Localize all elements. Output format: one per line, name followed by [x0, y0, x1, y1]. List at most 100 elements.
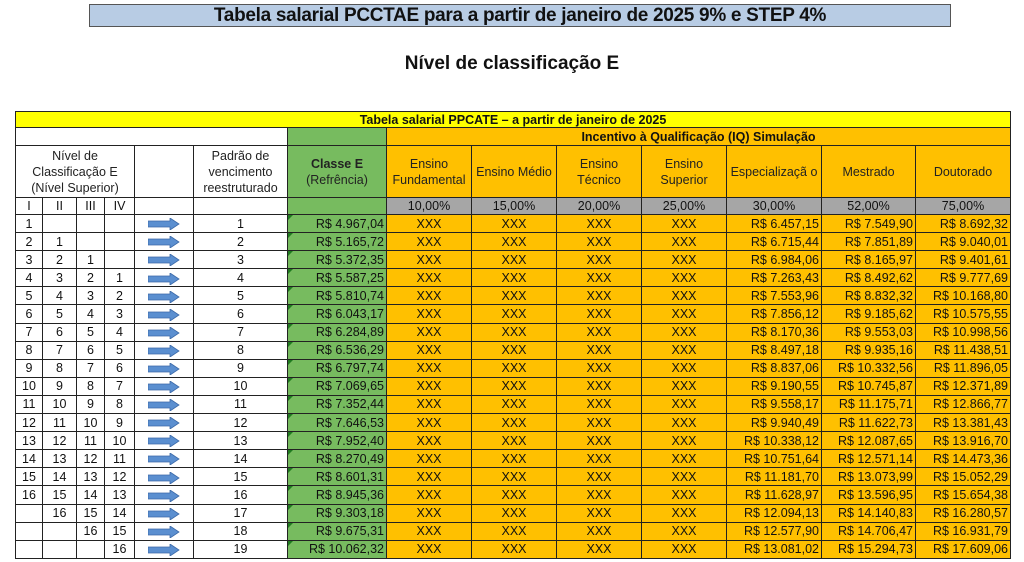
nivel-i: 16 — [15, 485, 43, 505]
arrow-cell — [134, 358, 194, 378]
nivel-iii: 16 — [76, 521, 105, 541]
iq-superior-value: XXX — [641, 413, 727, 433]
nivel-ii: 13 — [42, 449, 77, 469]
iq-medio-value: XXX — [471, 521, 557, 541]
iq-especializacao-value: R$ 10.338,12 — [726, 431, 822, 451]
pct-superior: 25,00% — [641, 197, 727, 215]
nivel-iii: 3 — [76, 286, 105, 306]
classe-header: Classe E (Refrência) — [287, 145, 387, 198]
iq-superior-value: XXX — [641, 485, 727, 505]
salary-table: Tabela salarial PPCATE – a partir de jan… — [15, 111, 1011, 559]
iq-tecnico-value: XXX — [556, 268, 642, 288]
padrao-value: 18 — [193, 521, 288, 541]
iq-especializacao-value: R$ 11.181,70 — [726, 467, 822, 487]
iq-doutorado-value: R$ 9.040,01 — [915, 232, 1011, 252]
arrow-blank — [134, 197, 194, 215]
iq-superior-value: XXX — [641, 376, 727, 396]
nivel-iv: 5 — [104, 340, 135, 360]
arrow-cell — [134, 485, 194, 505]
iq-doutorado-value: R$ 11.438,51 — [915, 340, 1011, 360]
right-arrow-icon — [148, 543, 180, 556]
nivel-iv: 2 — [104, 286, 135, 306]
iq-medio-value: XXX — [471, 467, 557, 487]
classe-header-sub: (Refrência) — [306, 172, 368, 187]
nivel-iv: 3 — [104, 304, 135, 324]
nivel-ii: 6 — [42, 322, 77, 342]
right-arrow-icon — [148, 236, 180, 249]
iq-medio-value: XXX — [471, 376, 557, 396]
iq-doutorado-value: R$ 15.052,29 — [915, 467, 1011, 487]
sub-title: Nível de classificação E — [404, 53, 620, 74]
nivel-iv: 12 — [104, 467, 135, 487]
nivel-ii: 8 — [42, 358, 77, 378]
nivel-ii: 7 — [42, 340, 77, 360]
iq-medio-value: XXX — [471, 286, 557, 306]
right-arrow-icon — [148, 308, 180, 321]
table-row: 7 6 5 4 7 R$ 6.284,89 XXX XXX XXX XXX R$… — [15, 322, 1011, 342]
nivel-ii: 10 — [42, 394, 77, 415]
iq-especializacao-value: R$ 8.170,36 — [726, 322, 822, 342]
iq-medio-value: XXX — [471, 431, 557, 451]
nivel-iii — [76, 232, 105, 252]
nivel-i: 15 — [15, 467, 43, 487]
iq-mestrado-value: R$ 10.332,56 — [821, 358, 916, 378]
iq-superior-value: XXX — [641, 304, 727, 324]
classe-value: R$ 5.587,25 — [287, 268, 387, 288]
classe-value: R$ 9.675,31 — [287, 521, 387, 541]
right-arrow-icon — [148, 453, 180, 466]
classe-value: R$ 5.810,74 — [287, 286, 387, 306]
iq-medio-value: XXX — [471, 485, 557, 505]
table-row: 14 13 12 11 14 R$ 8.270,49 XXX XXX XXX X… — [15, 449, 1011, 469]
padrao-value: 10 — [193, 376, 288, 396]
iq-doutorado-value: R$ 12.371,89 — [915, 376, 1011, 396]
iq-tecnico-value: XXX — [556, 358, 642, 378]
nivel-iv: 9 — [104, 413, 135, 433]
padrao-value: 16 — [193, 485, 288, 505]
iq-tecnico-value: XXX — [556, 304, 642, 324]
iq-especializacao-value: R$ 6.457,15 — [726, 213, 822, 234]
iq-col-doutorado: Doutorado — [915, 145, 1011, 198]
iq-superior-value: XXX — [641, 449, 727, 469]
padrao-value: 13 — [193, 431, 288, 451]
padrao-value: 12 — [193, 413, 288, 433]
iq-mestrado-value: R$ 10.745,87 — [821, 376, 916, 396]
table-row: 16 15 14 17 R$ 9.303,18 XXX XXX XXX XXX … — [15, 503, 1011, 523]
iq-fundamental-value: XXX — [386, 521, 472, 541]
classe-pct-blank — [287, 197, 387, 215]
nivel-i: 12 — [15, 413, 43, 433]
iq-mestrado-value: R$ 8.492,62 — [821, 268, 916, 288]
nivel-iii: 15 — [76, 503, 105, 523]
iq-mestrado-value: R$ 7.549,90 — [821, 213, 916, 234]
table-row: 13 12 11 10 13 R$ 7.952,40 XXX XXX XXX X… — [15, 431, 1011, 451]
iq-tecnico-value: XXX — [556, 413, 642, 433]
iq-mestrado-value: R$ 8.832,32 — [821, 286, 916, 306]
arrow-cell — [134, 268, 194, 288]
nivel-iv: 7 — [104, 376, 135, 396]
nivel-iv — [104, 232, 135, 252]
iq-medio-value: XXX — [471, 268, 557, 288]
classe-value: R$ 10.062,32 — [287, 539, 387, 559]
iq-doutorado-value: R$ 10.168,80 — [915, 286, 1011, 306]
arrow-cell — [134, 376, 194, 396]
iq-doutorado-value: R$ 8.692,32 — [915, 213, 1011, 234]
arrow-cell — [134, 213, 194, 234]
nivel-ii: 11 — [42, 413, 77, 433]
padrao-value: 15 — [193, 467, 288, 487]
right-arrow-icon — [148, 525, 180, 538]
nivel-i: 7 — [15, 322, 43, 342]
pct-mestrado: 52,00% — [821, 197, 916, 215]
iq-col-especializacao: Especializaçã o — [726, 145, 822, 198]
iq-doutorado-value: R$ 10.575,55 — [915, 304, 1011, 324]
nivel-iv: 4 — [104, 322, 135, 342]
iq-superior-value: XXX — [641, 250, 727, 270]
iq-superior-value: XXX — [641, 467, 727, 487]
classe-value: R$ 8.945,36 — [287, 485, 387, 505]
classe-value: R$ 5.165,72 — [287, 232, 387, 252]
iq-fundamental-value: XXX — [386, 431, 472, 451]
iq-medio-value: XXX — [471, 213, 557, 234]
iq-especializacao-value: R$ 7.856,12 — [726, 304, 822, 324]
nivel-iv: 1 — [104, 268, 135, 288]
nivel-iii: 6 — [76, 340, 105, 360]
nivel-iv: 13 — [104, 485, 135, 505]
iq-mestrado-value: R$ 11.175,71 — [821, 394, 916, 415]
